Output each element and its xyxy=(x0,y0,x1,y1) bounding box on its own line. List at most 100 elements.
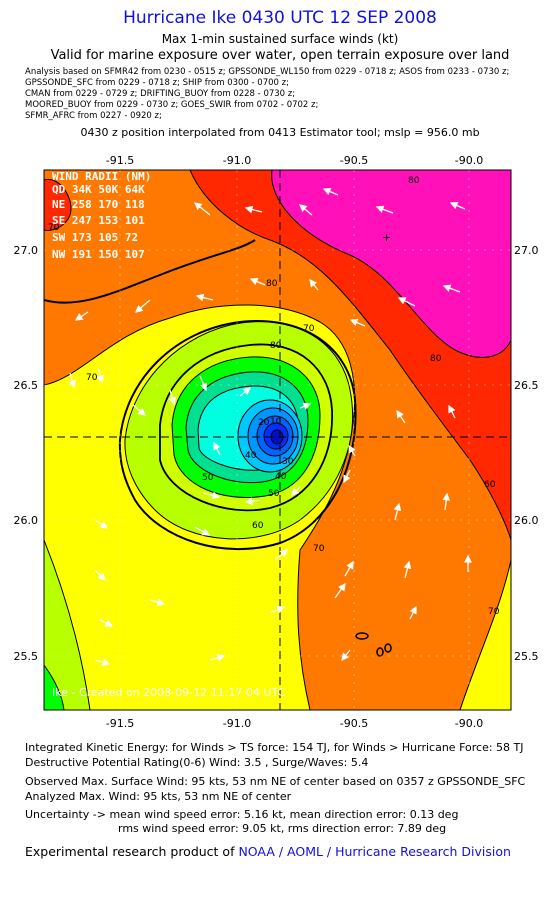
contour-label: 80 xyxy=(430,354,442,364)
wind-vector-arrow xyxy=(149,598,166,606)
plot-frame xyxy=(43,169,512,711)
wind-vector-arrow xyxy=(397,297,416,307)
wind-vector-arrow xyxy=(209,654,226,662)
contour-label: 20 xyxy=(258,418,270,428)
lon-tick-label: -91.5 xyxy=(106,154,134,167)
wind-vector-arrow xyxy=(299,402,312,411)
lon-tick-label: -90.0 xyxy=(455,154,483,167)
red-band xyxy=(44,178,72,231)
wind-vector-arrow xyxy=(199,375,208,392)
wind-radii-row: NW 191 150 107 xyxy=(52,248,145,261)
lon-tick-label: -91.0 xyxy=(223,717,251,730)
wind-vector-arrow xyxy=(239,387,252,397)
wind-vector-arrow xyxy=(322,187,339,196)
wind-vector-arrow xyxy=(449,201,466,210)
wind-vector-arrow xyxy=(442,284,461,293)
uncertainty-rms-line: rms wind speed error: 9.05 kt, rms direc… xyxy=(118,822,447,835)
wind-radii-table: WIND RADII (NM) QD 34K 50K 64K NE 258 17… xyxy=(52,170,151,261)
contour-label: 60 xyxy=(252,521,264,531)
wind-vector-arrow xyxy=(99,619,114,627)
wind-vector-arrow xyxy=(269,605,286,614)
wind-radii-row: SW 173 105 72 xyxy=(52,231,138,244)
graticule xyxy=(44,170,511,710)
map-title: Hurricane Ike 0430 UTC 12 SEP 2008 xyxy=(123,8,437,28)
contour-label: 10 xyxy=(270,417,282,427)
observed-max-line: Observed Max. Surface Wind: 95 kts, 53 n… xyxy=(25,775,526,788)
creation-credit: Ike - Created on 2008-09-12 11:17:04 UTC xyxy=(52,686,286,699)
lon-tick-label: -91.5 xyxy=(106,717,134,730)
wind-vector-arrow xyxy=(334,582,346,599)
source-line: SFMR_AFRC from 0227 - 0920 z; xyxy=(25,111,162,121)
lat-tick-label: 25.5 xyxy=(514,650,539,663)
contour-label: 70 xyxy=(488,607,500,617)
ike-line: Integrated Kinetic Energy: for Winds > T… xyxy=(25,741,524,754)
wind-vector-arrow xyxy=(291,486,301,496)
contour-label: 70 xyxy=(313,544,325,554)
wind-vector-arrow xyxy=(403,560,412,579)
lon-tick-label: -90.0 xyxy=(455,717,483,730)
wind-radii-header: QD 34K 50K 64K xyxy=(52,183,145,196)
wind-vector-arrow xyxy=(213,441,221,456)
wind-vector-arrow xyxy=(375,205,394,214)
wind-vectors xyxy=(68,187,472,666)
wind-vector-arrow xyxy=(396,409,406,424)
wind-vector-arrow xyxy=(94,519,109,529)
contour-label: 40 xyxy=(275,472,287,482)
wind-vector-arrow xyxy=(344,560,354,577)
wind-vector-arrow xyxy=(409,605,417,620)
wind-vector-arrow xyxy=(341,649,351,662)
lon-tick-label: -90.5 xyxy=(340,154,368,167)
lat-tick-label: 27.0 xyxy=(514,244,539,257)
contour-label: 60 xyxy=(484,480,496,490)
contour-label: 70 xyxy=(48,223,60,233)
wind-vector-arrow xyxy=(96,367,104,384)
credit-line: Experimental research product of NOAA / … xyxy=(25,844,511,859)
wind-vector-arrow xyxy=(94,658,111,666)
wind-radii-row: SE 247 153 101 xyxy=(52,214,145,227)
lon-tick-label: -90.5 xyxy=(340,717,368,730)
wind-vector-arrow xyxy=(343,469,351,484)
interpolation-note: 0430 z position interpolated from 0413 E… xyxy=(80,126,480,139)
contour-label: 70 xyxy=(303,324,315,334)
wind-vector-arrow xyxy=(168,389,176,406)
max-wind-marker: + xyxy=(382,231,391,244)
contour-label: 50 xyxy=(202,473,214,483)
wind-vector-arrow xyxy=(349,318,366,327)
wind-vector-arrow xyxy=(348,444,356,457)
contour-label: 40 xyxy=(245,451,257,461)
lat-tick-label: 26.5 xyxy=(514,379,539,392)
source-line: Analysis based on SFMR42 from 0230 - 051… xyxy=(25,67,510,77)
wind-vector-arrow xyxy=(442,492,451,511)
uncertainty-line: Uncertainty -> mean wind speed error: 5.… xyxy=(25,808,459,821)
wind-vector-arrow xyxy=(249,277,266,286)
wind-radii-row: NE 258 170 118 xyxy=(52,198,145,211)
map-subtitle: Max 1-min sustained surface winds (kt) xyxy=(161,32,399,46)
lime-band xyxy=(44,664,65,710)
lat-tick-label: 26.0 xyxy=(14,514,39,527)
lat-tick-label: 25.5 xyxy=(14,650,39,663)
wind-radii-title: WIND RADII (NM) xyxy=(52,170,151,183)
source-line: CMAN from 0229 - 0729 z; DRIFTING_BUOY f… xyxy=(25,89,296,99)
wind-vector-arrow xyxy=(244,205,263,214)
wind-vector-arrow xyxy=(393,502,402,521)
wind-vector-arrow xyxy=(135,299,151,313)
analyzed-max-line: Analyzed Max. Wind: 95 kts, 53 nm NE of … xyxy=(25,790,292,803)
wind-vector-arrow xyxy=(94,569,106,581)
contour-label-group: 80 80 80 80 70 70 70 70 70 60 60 50 50 4… xyxy=(48,176,500,617)
wind-vector-arrow xyxy=(194,526,211,536)
wind-field-map: -91.5 -91.0 -90.5 -90.0 xyxy=(14,154,539,730)
source-line: MOORED_BUOY from 0229 - 0730 z; GOES_SWI… xyxy=(25,100,319,110)
wind-vector-arrow xyxy=(193,202,211,216)
contour-small xyxy=(355,632,369,640)
contour-label: 30 xyxy=(282,457,294,467)
lon-tick-label: -91.0 xyxy=(223,154,251,167)
wind-vector-arrow xyxy=(74,311,89,321)
wind-vector-arrow xyxy=(202,491,221,500)
validity-note: Valid for marine exposure over water, op… xyxy=(50,48,510,63)
lat-tick-label: 26.0 xyxy=(514,514,539,527)
wind-contours: 80 80 80 80 70 70 70 70 70 60 60 50 50 4… xyxy=(44,170,511,710)
contour-small xyxy=(384,643,392,653)
wind-vector-arrow xyxy=(244,497,261,505)
wind-vector-arrow xyxy=(195,293,214,302)
noaa-aoml-link[interactable]: NOAA / AOML / Hurricane Research Divisio… xyxy=(238,844,511,859)
